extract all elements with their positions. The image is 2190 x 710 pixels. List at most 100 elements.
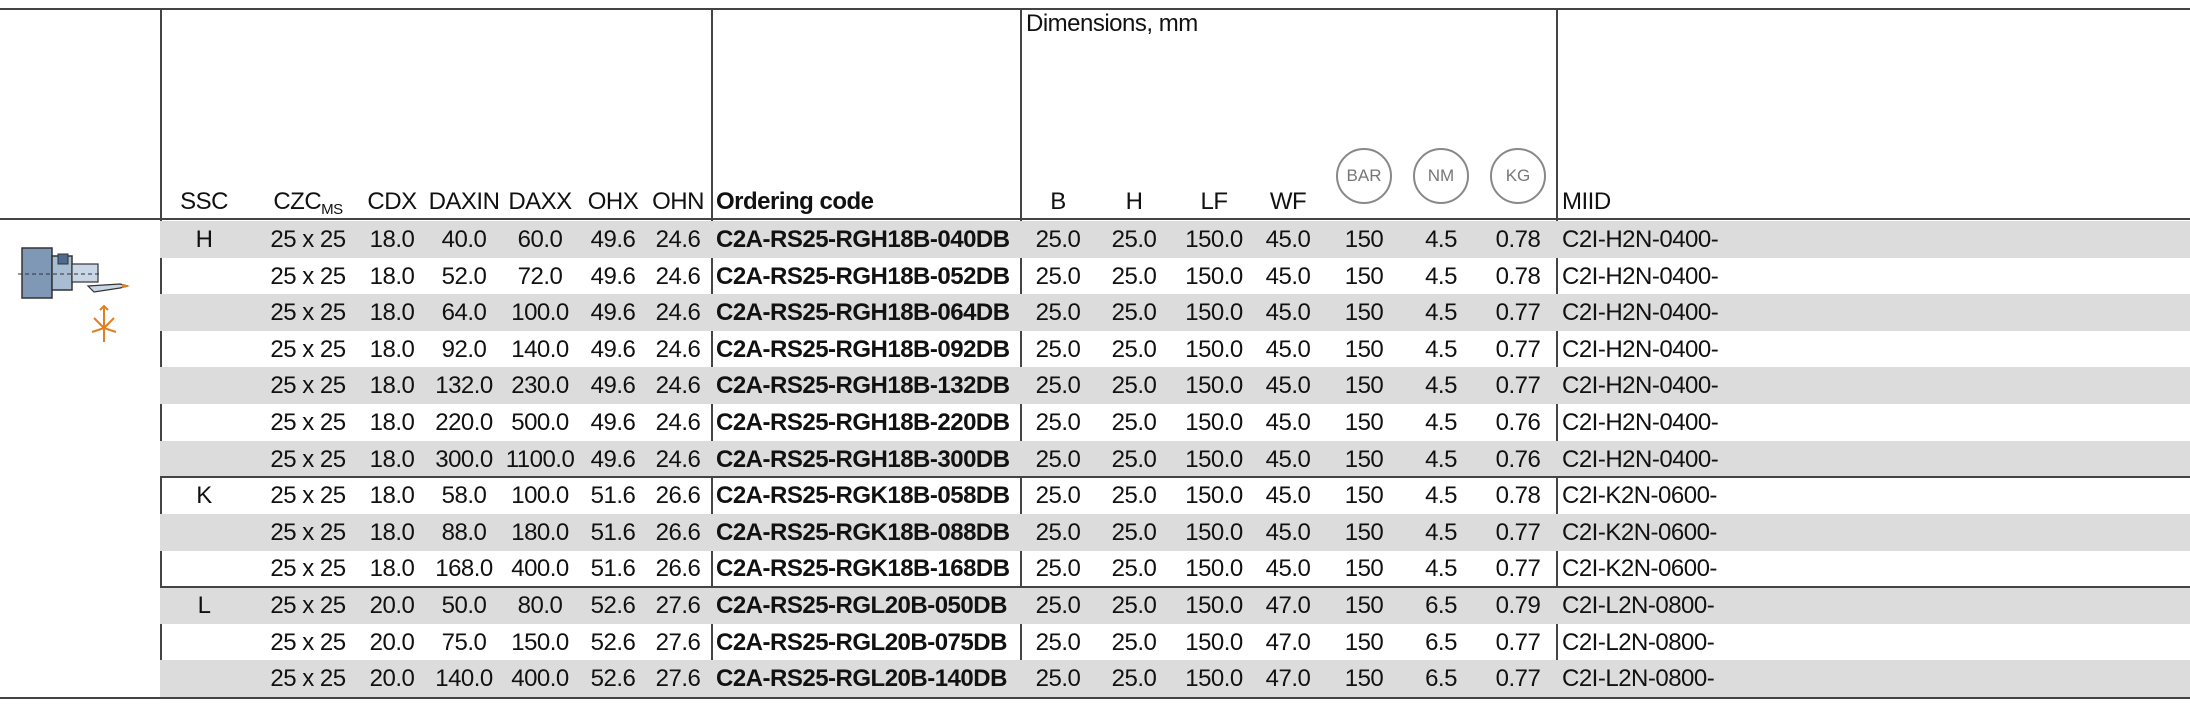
cell-h: 25.0 xyxy=(1111,518,1157,546)
cell-h: 25.0 xyxy=(1111,555,1157,583)
header-czc: CZCMS xyxy=(258,188,358,218)
cell-nm: 6.5 xyxy=(1425,628,1457,656)
cell-miid: C2I-K2N-0600- xyxy=(1562,482,1717,510)
cell-nm: 4.5 xyxy=(1425,372,1457,400)
cell-cdx: 18.0 xyxy=(369,335,415,363)
table-row: L 25 x 25 20.0 50.0 80.0 52.6 27.6 C2A-RS25-RGL… xyxy=(0,587,2190,624)
cell-b: 25.0 xyxy=(1035,555,1081,583)
cell-ssc xyxy=(162,258,246,295)
group-separator xyxy=(160,476,2190,479)
header-h: H xyxy=(1125,188,1143,215)
cell-kg: 0.77 xyxy=(1495,299,1541,327)
cell-ohn: 24.6 xyxy=(655,372,701,400)
cell-lf: 150.0 xyxy=(1185,445,1243,473)
cell-b: 25.0 xyxy=(1035,335,1081,363)
cell-ohx: 51.6 xyxy=(590,555,636,583)
cell-bar: 150 xyxy=(1344,299,1384,327)
cell-wf: 45.0 xyxy=(1265,445,1311,473)
cell-ohn: 24.6 xyxy=(655,445,701,473)
cell-ohx: 49.6 xyxy=(590,445,636,473)
cell-daxx: 150.0 xyxy=(511,628,569,656)
cell-ssc xyxy=(162,441,246,478)
row-shading xyxy=(160,367,2190,405)
cell-kg: 0.77 xyxy=(1495,335,1541,363)
cell-ohn: 27.6 xyxy=(655,592,701,619)
cell-ohn: 27.6 xyxy=(655,665,701,693)
cell-h: 25.0 xyxy=(1111,262,1157,290)
cell-ohn: 24.6 xyxy=(655,409,701,436)
cell-czc: 25 x 25 xyxy=(270,409,346,436)
cell-wf: 47.0 xyxy=(1265,592,1311,619)
table-row: 25 x 25 18.0 64.0 100.0 49.6 24.6 C2A-RS25-RGH… xyxy=(0,294,2190,332)
cell-czc: 25 x 25 xyxy=(270,372,346,400)
cell-ssc xyxy=(162,514,246,551)
cell-daxx: 1100.0 xyxy=(505,445,575,473)
cell-wf: 45.0 xyxy=(1265,262,1311,290)
table-top-border xyxy=(0,8,2190,10)
header-nm-badge: NM xyxy=(1413,148,1469,204)
cell-bar: 150 xyxy=(1344,592,1384,619)
cell-ohx: 52.6 xyxy=(590,592,636,619)
cell-daxin: 52.0 xyxy=(441,262,487,290)
cell-miid: C2I-H2N-0400- xyxy=(1562,262,1719,290)
cell-ohx: 49.6 xyxy=(590,299,636,327)
cell-wf: 45.0 xyxy=(1265,518,1311,546)
cell-daxx: 140.0 xyxy=(511,335,569,363)
cell-cdx: 18.0 xyxy=(369,299,415,327)
row-shading xyxy=(160,587,2190,624)
cell-ohn: 26.6 xyxy=(655,555,701,583)
cell-daxx: 72.0 xyxy=(517,262,563,290)
cell-cdx: 20.0 xyxy=(369,628,415,656)
cell-wf: 45.0 xyxy=(1265,372,1311,400)
cell-b: 25.0 xyxy=(1035,628,1081,656)
cell-code: C2A-RS25-RGK18B-168DB xyxy=(716,555,1010,583)
row-shading xyxy=(160,513,2190,551)
cell-ohn: 24.6 xyxy=(655,262,701,290)
cell-code: C2A-RS25-RGL20B-050DB xyxy=(716,592,1007,619)
cell-kg: 0.77 xyxy=(1495,628,1541,656)
cell-daxx: 100.0 xyxy=(511,482,569,510)
cell-wf: 45.0 xyxy=(1265,555,1311,583)
cell-czc: 25 x 25 xyxy=(270,226,346,253)
row-shading xyxy=(160,221,2190,258)
table-row: 25 x 25 18.0 300.0 1100.0 49.6 24.6 C2A-RS25-R… xyxy=(0,440,2190,478)
cell-bar: 150 xyxy=(1344,518,1384,546)
cell-ssc xyxy=(162,294,246,331)
table-row: H 25 x 25 18.0 40.0 60.0 49.6 24.6 C2A-RS25-RGH… xyxy=(0,221,2190,258)
header-b: B xyxy=(1050,188,1066,215)
cell-ssc xyxy=(162,331,246,368)
cell-b: 25.0 xyxy=(1035,592,1081,619)
table-row: 25 x 25 18.0 168.0 400.0 51.6 26.6 C2A-RS25-RG… xyxy=(0,550,2190,587)
cell-bar: 150 xyxy=(1344,555,1384,583)
cell-bar: 150 xyxy=(1344,628,1384,656)
cell-daxx: 400.0 xyxy=(511,665,569,693)
cell-wf: 45.0 xyxy=(1265,299,1311,327)
table-row: 25 x 25 18.0 132.0 230.0 49.6 24.6 C2A-RS25-RG… xyxy=(0,367,2190,405)
cell-miid: C2I-H2N-0400- xyxy=(1562,335,1719,363)
table-row: 25 x 25 18.0 88.0 180.0 51.6 26.6 C2A-RS25-RGK… xyxy=(0,513,2190,551)
header-cdx: CDX xyxy=(367,188,417,215)
cell-daxx: 230.0 xyxy=(511,372,569,400)
cell-daxin: 75.0 xyxy=(441,628,487,656)
cell-lf: 150.0 xyxy=(1185,628,1243,656)
cell-kg: 0.77 xyxy=(1495,518,1541,546)
cell-nm: 4.5 xyxy=(1425,226,1457,253)
cell-code: C2A-RS25-RGH18B-220DB xyxy=(716,409,1010,436)
header-dimensions: Dimensions, mm xyxy=(1026,10,1198,37)
cell-wf: 45.0 xyxy=(1265,226,1311,253)
cell-code: C2A-RS25-RGH18B-300DB xyxy=(716,445,1010,473)
table-row: K 25 x 25 18.0 58.0 100.0 51.6 26.6 C2A-RS25-RG… xyxy=(0,477,2190,514)
cell-cdx: 18.0 xyxy=(369,482,415,510)
cell-code: C2A-RS25-RGH18B-092DB xyxy=(716,335,1010,363)
cell-lf: 150.0 xyxy=(1185,372,1243,400)
cell-h: 25.0 xyxy=(1111,226,1157,253)
cell-ohx: 52.6 xyxy=(590,665,636,693)
cell-h: 25.0 xyxy=(1111,372,1157,400)
cell-wf: 45.0 xyxy=(1265,335,1311,363)
cell-code: C2A-RS25-RGK18B-088DB xyxy=(716,518,1010,546)
cell-code: C2A-RS25-RGH18B-132DB xyxy=(716,372,1010,400)
header-czc-main: CZC xyxy=(273,188,322,215)
cell-czc: 25 x 25 xyxy=(270,518,346,546)
cell-lf: 150.0 xyxy=(1185,555,1243,583)
cell-miid: C2I-H2N-0400- xyxy=(1562,409,1719,436)
